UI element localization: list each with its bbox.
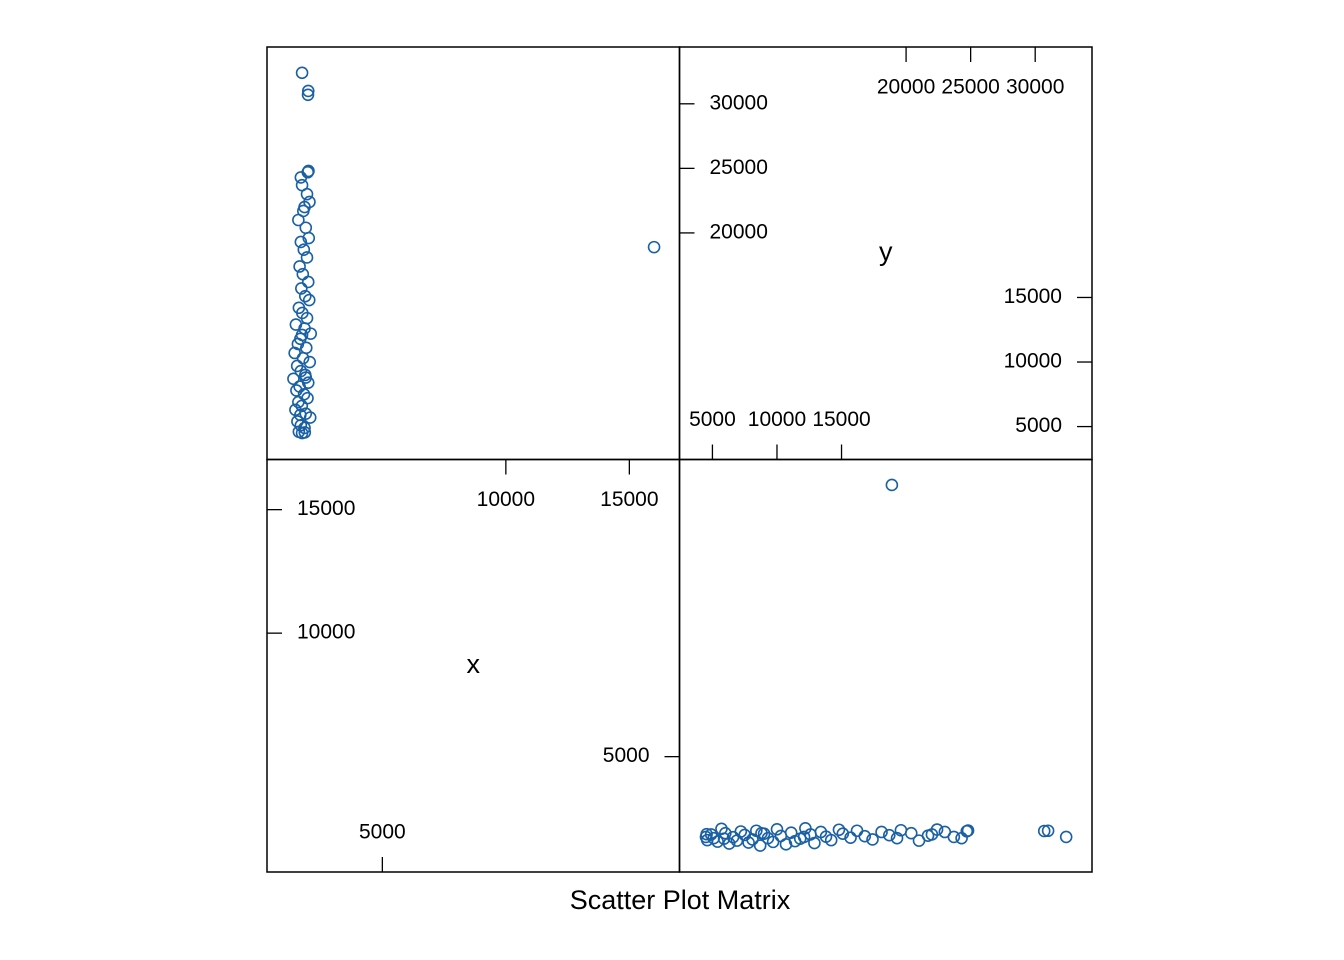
panel-frame xyxy=(678,458,1093,873)
tick-label: 5000 xyxy=(359,821,406,844)
point xyxy=(294,171,308,184)
point xyxy=(883,828,896,842)
point xyxy=(742,836,755,849)
point xyxy=(295,66,309,80)
point xyxy=(700,827,713,841)
point xyxy=(885,478,899,492)
tick-label: 15000 xyxy=(812,408,870,431)
point xyxy=(730,834,744,847)
variable-name: x xyxy=(467,649,481,679)
point xyxy=(287,372,300,386)
tick-label: 20000 xyxy=(710,220,768,243)
point xyxy=(292,395,305,409)
point xyxy=(1041,824,1055,838)
point xyxy=(300,251,314,264)
point xyxy=(295,399,309,413)
point xyxy=(299,221,313,235)
point xyxy=(890,831,904,845)
point xyxy=(300,187,314,201)
point xyxy=(717,832,731,845)
point xyxy=(755,826,768,840)
point xyxy=(298,426,312,439)
point xyxy=(301,84,315,98)
point xyxy=(904,826,918,840)
tick-label: 10000 xyxy=(297,621,355,644)
tick-label: 5000 xyxy=(689,408,736,431)
point xyxy=(304,327,318,340)
point xyxy=(299,371,313,384)
point xyxy=(799,821,812,835)
tick-label: 15000 xyxy=(600,488,658,511)
point xyxy=(290,384,303,397)
tick-label: 10000 xyxy=(477,488,535,511)
point xyxy=(292,213,305,227)
point xyxy=(295,282,308,295)
panel-frame xyxy=(266,46,681,461)
point xyxy=(1059,830,1073,844)
point xyxy=(844,831,857,844)
tick-label: 5000 xyxy=(603,744,650,767)
point xyxy=(726,830,740,844)
point xyxy=(298,289,312,303)
tick-label: 25000 xyxy=(710,156,768,179)
tick-label: 10000 xyxy=(748,408,806,431)
point xyxy=(1037,824,1051,838)
point xyxy=(647,240,661,254)
tick-label: 25000 xyxy=(941,76,999,99)
point xyxy=(894,823,908,837)
point xyxy=(294,408,307,422)
point xyxy=(836,827,850,841)
point xyxy=(850,824,864,838)
point xyxy=(302,293,316,307)
point xyxy=(302,231,316,245)
tick-label: 5000 xyxy=(1015,414,1062,437)
point xyxy=(797,830,811,844)
point xyxy=(301,88,315,102)
tick-label: 15000 xyxy=(1004,285,1062,308)
point xyxy=(866,833,879,846)
point xyxy=(297,243,311,256)
point xyxy=(912,834,926,847)
variable-name: y xyxy=(879,236,893,266)
tick-label: 10000 xyxy=(1004,350,1062,373)
point xyxy=(295,328,309,342)
point xyxy=(296,351,310,365)
point xyxy=(293,260,306,273)
point xyxy=(938,825,952,839)
tick-label: 20000 xyxy=(877,76,935,99)
point xyxy=(753,839,767,852)
point xyxy=(774,829,788,843)
point xyxy=(955,831,968,845)
point xyxy=(303,355,317,369)
point xyxy=(301,275,315,289)
tick-label: 30000 xyxy=(1006,76,1064,99)
point xyxy=(832,823,846,837)
point xyxy=(770,822,784,836)
tick-label: 30000 xyxy=(710,91,768,114)
point xyxy=(294,235,308,249)
chart-title: Scatter Plot Matrix xyxy=(570,885,791,915)
point xyxy=(875,825,888,839)
tick-label: 15000 xyxy=(297,497,355,520)
